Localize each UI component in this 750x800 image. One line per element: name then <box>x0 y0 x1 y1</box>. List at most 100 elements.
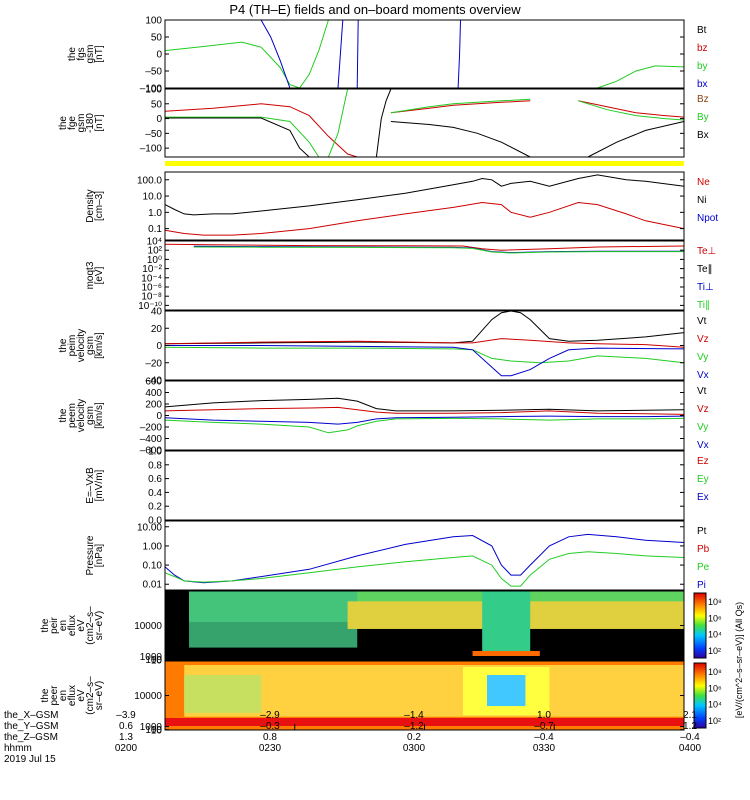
y-axis-label: the <box>40 688 51 702</box>
y-axis-label: the <box>67 47 78 61</box>
chart-title: P4 (TH–E) fields and on–board moments ov… <box>229 2 521 17</box>
series-line-Bz <box>164 103 358 158</box>
y-axis-label: Pressure <box>85 535 96 575</box>
y-axis-label: eflux <box>67 685 78 706</box>
y-axis-label: the <box>58 338 69 352</box>
series-line-bx <box>260 19 291 89</box>
y-tick-label: –200 <box>140 423 163 434</box>
legend-entry-Te⊥: Te⊥ <box>697 246 716 257</box>
colorbar-tick-label: 10⁶ <box>708 613 722 623</box>
y-tick-label: 100 <box>145 655 162 666</box>
panel-frame <box>164 19 685 89</box>
legend-entry-Vx: Vx <box>697 370 709 381</box>
y-tick-label: 10⁻¹⁰ <box>138 301 162 312</box>
legend-entry-Bt: Bt <box>697 25 707 36</box>
y-tick-label: 10000 <box>134 691 162 702</box>
y-axis-label: E=–VxB <box>85 467 96 504</box>
y-axis-label: the <box>40 618 51 632</box>
panel-frame <box>164 450 685 521</box>
series-line-Ni <box>164 174 685 216</box>
y-axis-label: sr–eV) <box>94 681 105 710</box>
footer-value: 1.3 <box>119 732 133 743</box>
colorbar-tick-label: 10⁸ <box>708 597 722 607</box>
y-axis-label: gsm <box>85 406 96 425</box>
panel-p1 <box>164 19 685 89</box>
y-axis-label: (cm2–s– <box>85 676 96 715</box>
footer-date: 2019 Jul 15 <box>4 754 56 765</box>
footer-value: 0.8 <box>263 732 277 743</box>
y-axis-label: velocity <box>76 329 87 362</box>
colorbar-tick-label: 10⁴ <box>708 700 722 710</box>
panel-frame <box>164 171 685 241</box>
y-tick-label: 10⁻⁴ <box>141 273 162 284</box>
legend-entry-Vz: Vz <box>697 334 709 345</box>
y-axis-label: peir <box>49 616 60 633</box>
panel-p4 <box>164 240 685 311</box>
y-tick-label: 50 <box>151 33 163 44</box>
legend-entry-Pt: Pt <box>697 526 707 537</box>
panel-p6 <box>164 380 685 451</box>
panel-p7 <box>164 450 685 521</box>
status-bar <box>165 161 684 166</box>
panel-frame <box>164 520 685 591</box>
y-axis-label: [mV/m] <box>94 469 105 501</box>
legend-entry-Ne: Ne <box>697 177 710 188</box>
series-line-bx <box>356 19 359 89</box>
y-tick-label: –40 <box>145 376 162 387</box>
legend-entry-By: By <box>697 112 709 123</box>
legend-entry-Bx: Bx <box>697 130 709 141</box>
footer-value: 0330 <box>532 743 556 754</box>
legend-entry-Pb: Pb <box>697 544 710 555</box>
y-axis-label: peem <box>67 403 78 428</box>
footer-row-label: the_Z–GSM <box>4 732 58 743</box>
y-axis-label: the <box>58 116 69 130</box>
y-tick-label: 10.0 <box>143 192 163 203</box>
footer-value: –0.4 <box>534 732 554 743</box>
series-line-by <box>164 19 329 89</box>
y-tick-label: –100 <box>140 144 163 155</box>
panel-p10 <box>164 660 685 731</box>
y-tick-label: 50 <box>151 99 163 110</box>
series-line-Vz <box>164 406 685 415</box>
y-axis-label: velocity <box>76 399 87 432</box>
y-tick-label: 10 <box>151 655 163 666</box>
y-axis-label: [eV] <box>94 266 105 284</box>
colorbar <box>693 662 707 729</box>
series-line-Ne <box>164 201 685 236</box>
y-axis-label: eflux <box>67 615 78 636</box>
spectrogram-band <box>184 675 262 713</box>
y-axis-label: gsm <box>76 114 87 133</box>
y-axis-label: (cm2–s– <box>85 606 96 645</box>
series-line-Vy <box>164 417 685 434</box>
footer-value: –3.9 <box>116 710 136 721</box>
colorbar-tick-label: 10² <box>708 646 721 656</box>
panel-frame <box>164 380 685 451</box>
y-tick-label: 1.0 <box>148 447 162 458</box>
series-line-Pi <box>164 533 685 584</box>
y-axis-label: [km/s] <box>94 332 105 359</box>
legend-entry-Ex: Ex <box>697 492 709 503</box>
y-tick-label: 10 <box>151 725 163 736</box>
series-line-Vt <box>164 310 685 345</box>
legend-entry-bz: bz <box>697 43 708 54</box>
spectrogram-band <box>165 718 684 726</box>
footer-row-label: the_X–GSM <box>4 710 59 721</box>
y-tick-label: 1.0 <box>148 208 162 219</box>
legend-entry-Vy: Vy <box>697 352 708 363</box>
series-line-Ti∥ <box>193 246 684 254</box>
y-tick-label: 0.01 <box>143 580 163 591</box>
colorbar-tick-label: 10⁴ <box>708 630 722 640</box>
legend-entry-Vx: Vx <box>697 440 709 451</box>
y-tick-label: 400 <box>145 388 162 399</box>
footer-value: 0300 <box>402 743 426 754</box>
panel-p2 <box>164 88 685 166</box>
series-line-Te⊥ <box>164 243 685 251</box>
y-axis-label: sr–eV) <box>94 611 105 640</box>
series-line-Vy <box>164 346 685 364</box>
y-tick-label: 1000 <box>140 652 163 663</box>
y-axis-label: en <box>58 690 69 701</box>
series-line-Vx <box>164 415 685 425</box>
legend-entry-bx: bx <box>697 79 708 90</box>
y-tick-label: 0.0 <box>148 516 162 527</box>
